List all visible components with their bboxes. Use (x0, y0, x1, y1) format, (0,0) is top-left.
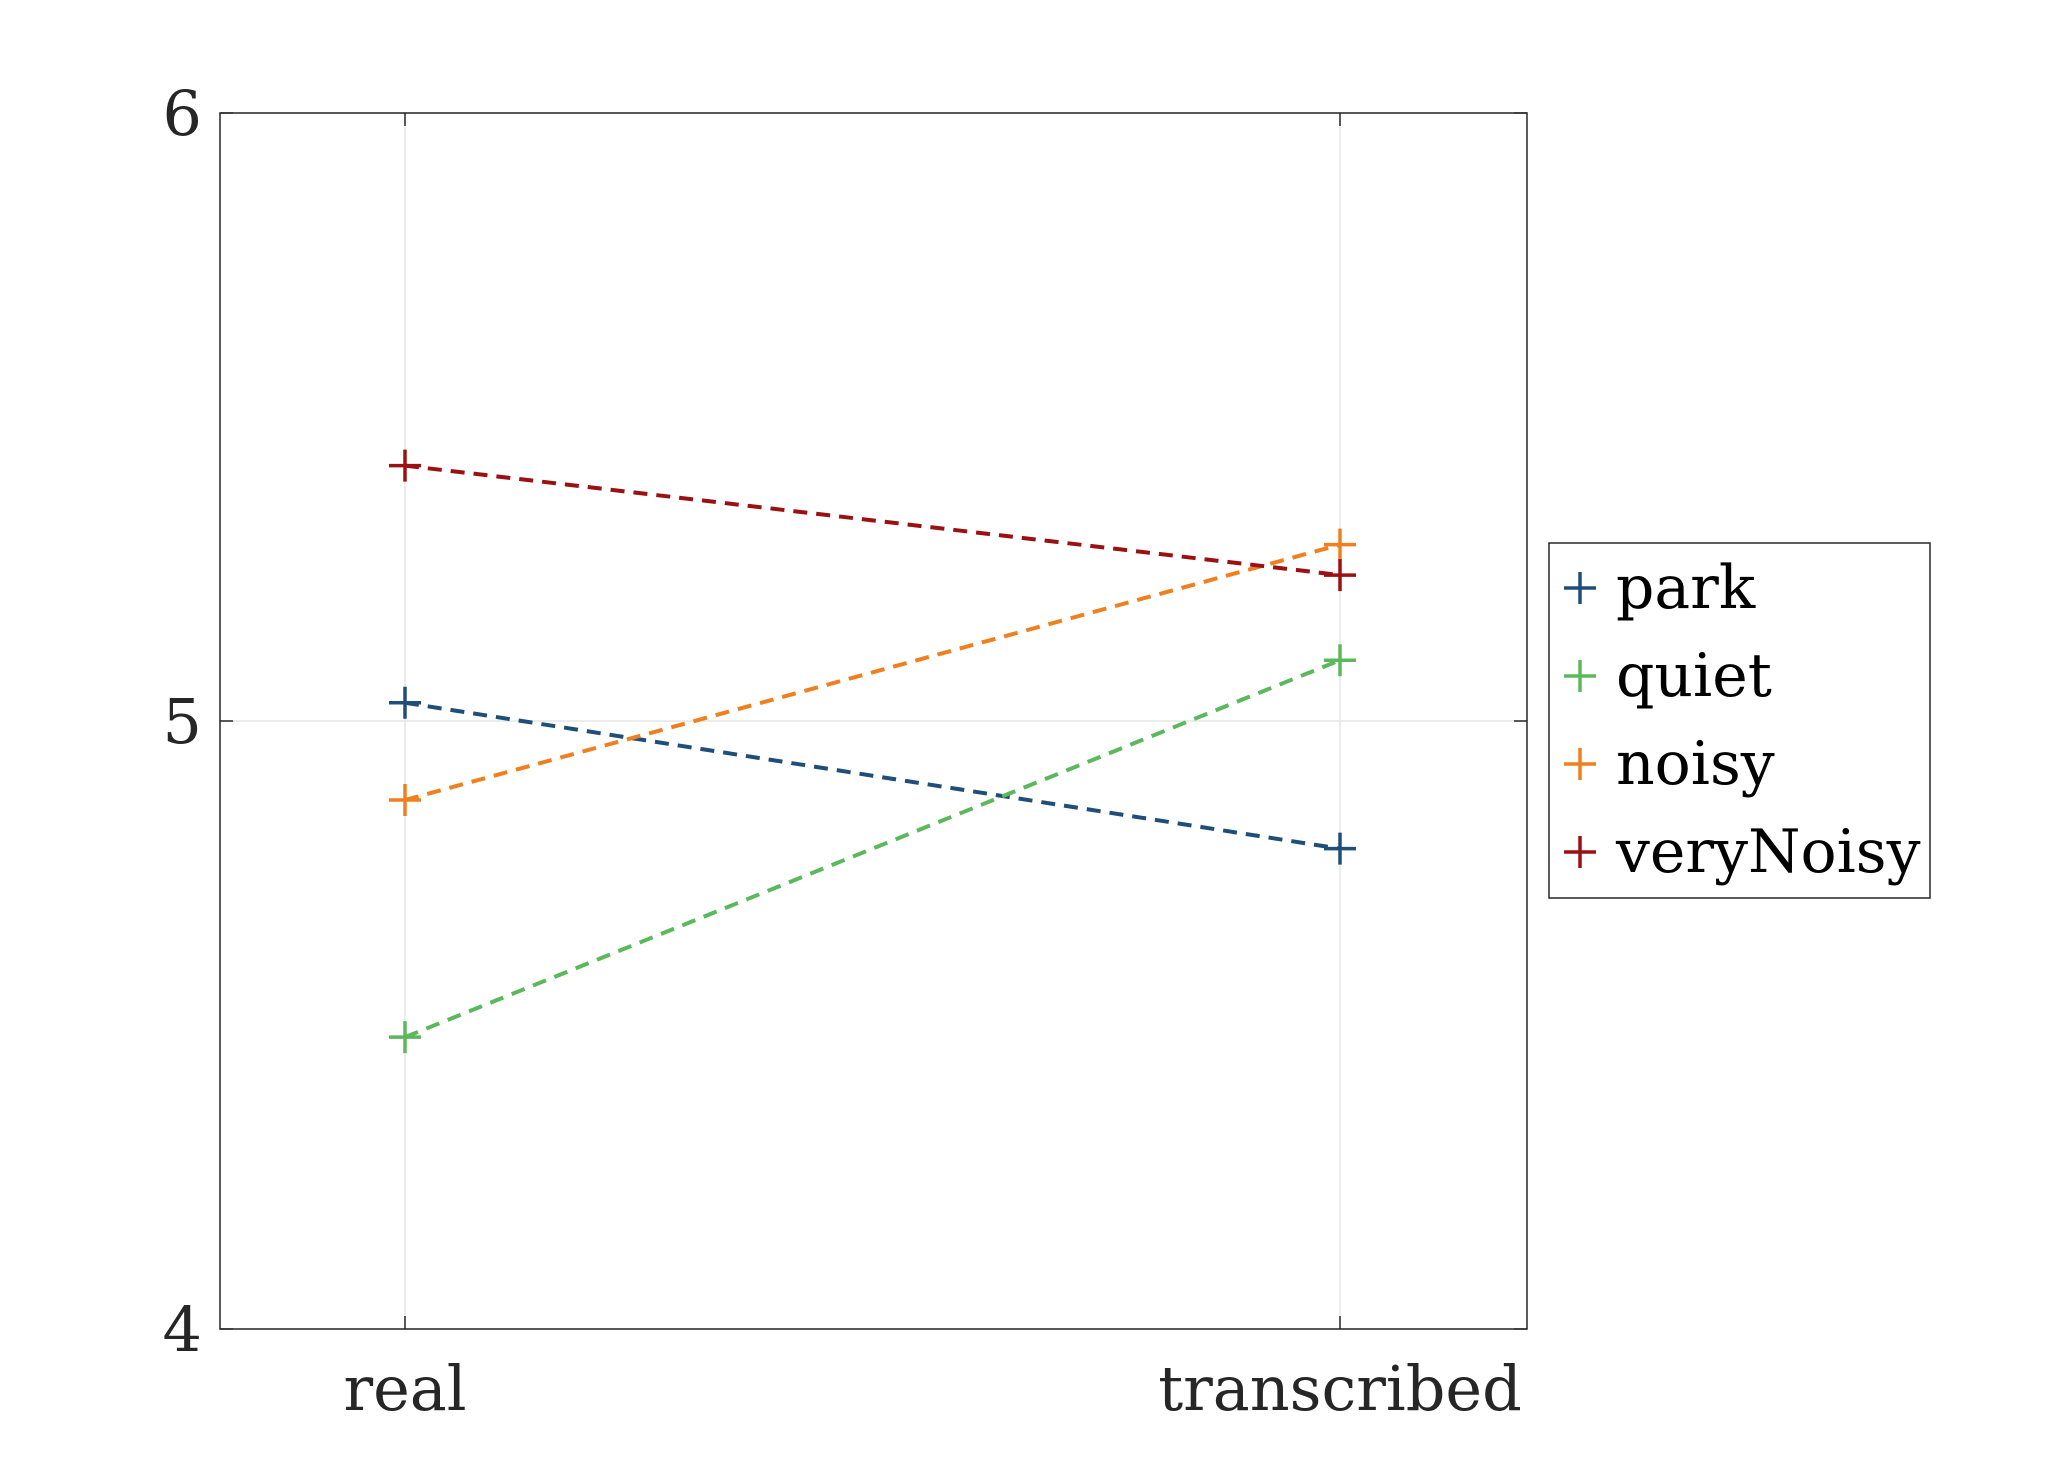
tick-labels: 4 5 6 real transcribed (163, 77, 1522, 1425)
data-point-marker (389, 1021, 421, 1054)
series-line (404, 700, 1341, 851)
legend-item-noisy: noisy (1564, 729, 1775, 799)
legend-marker (1564, 836, 1596, 868)
legend-label: noisy (1616, 729, 1775, 799)
series-quiet (389, 644, 1356, 1054)
data-point-marker (389, 784, 421, 817)
legend-marker (1564, 748, 1596, 780)
data-point-marker (1324, 528, 1356, 561)
legend-label: quiet (1616, 641, 1772, 711)
gridlines (220, 112, 1527, 1330)
legend-box (1548, 542, 1931, 899)
series-line (404, 463, 1341, 578)
y-tick-label: 6 (163, 77, 202, 150)
series-layer (389, 449, 1356, 1054)
axis-ticks (220, 112, 1527, 1330)
series-veryNoisy (389, 449, 1356, 592)
series-noisy (389, 528, 1356, 817)
legend-item-quiet: quiet (1564, 641, 1772, 711)
y-tick-label: 5 (163, 685, 202, 758)
series-line (404, 658, 1341, 1040)
legend-marker (1564, 660, 1596, 692)
series-park (389, 686, 1356, 865)
legend-label: veryNoisy (1615, 817, 1921, 887)
data-point-marker (389, 449, 421, 482)
legend-item-veryNoisy: veryNoisy (1564, 817, 1921, 887)
legend: park quiet noisy veryNoisy (1548, 542, 1931, 899)
legend-item-park: park (1564, 553, 1756, 623)
series-line (404, 542, 1341, 802)
data-point-marker (389, 686, 421, 719)
y-tick-label: 4 (163, 1293, 202, 1366)
data-point-marker (1324, 832, 1356, 865)
data-point-marker (1324, 644, 1356, 677)
x-tick-label: real (343, 1352, 466, 1425)
legend-marker (1564, 572, 1596, 604)
x-tick-label: transcribed (1158, 1352, 1522, 1425)
data-point-marker (1324, 559, 1356, 592)
legend-label: park (1616, 553, 1756, 623)
